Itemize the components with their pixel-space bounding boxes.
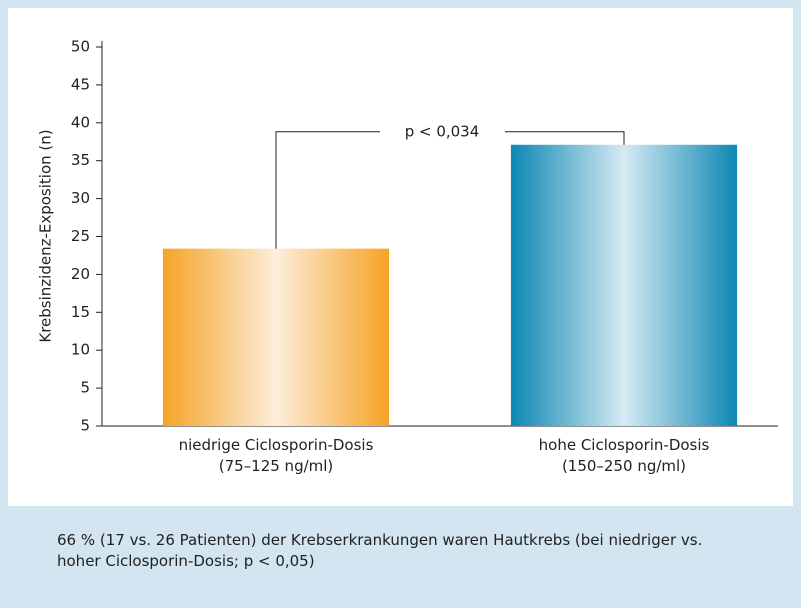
- y-tick-label: 45: [71, 75, 90, 93]
- y-axis-label: Krebsinzidenz-Exposition (n): [37, 129, 55, 342]
- footnote: 66 % (17 vs. 26 Patienten) der Krebserkr…: [57, 531, 703, 570]
- y-tick-label: 15: [71, 303, 90, 321]
- y-tick-label: 5: [80, 379, 90, 397]
- y-tick-label: 35: [71, 151, 90, 169]
- y-tick-label: 25: [71, 227, 90, 245]
- y-tick-label: 50: [71, 38, 90, 56]
- y-tick-label: 5: [80, 417, 90, 435]
- annotation: p < 0,034: [405, 122, 480, 140]
- y-tick-label: 40: [71, 113, 90, 131]
- y-tick-label: 10: [71, 341, 90, 359]
- x-tick-label: niedrige Ciclosporin-Dosis (75–125 ng/ml…: [178, 436, 374, 475]
- y-tick-label: 20: [71, 265, 90, 283]
- significance-bracket: [275, 131, 625, 249]
- x-tick-label: hohe Ciclosporin-Dosis (150–250 ng/ml): [538, 436, 710, 475]
- bar: [510, 144, 738, 427]
- y-tick-label: 30: [71, 189, 90, 207]
- bar: [162, 248, 390, 426]
